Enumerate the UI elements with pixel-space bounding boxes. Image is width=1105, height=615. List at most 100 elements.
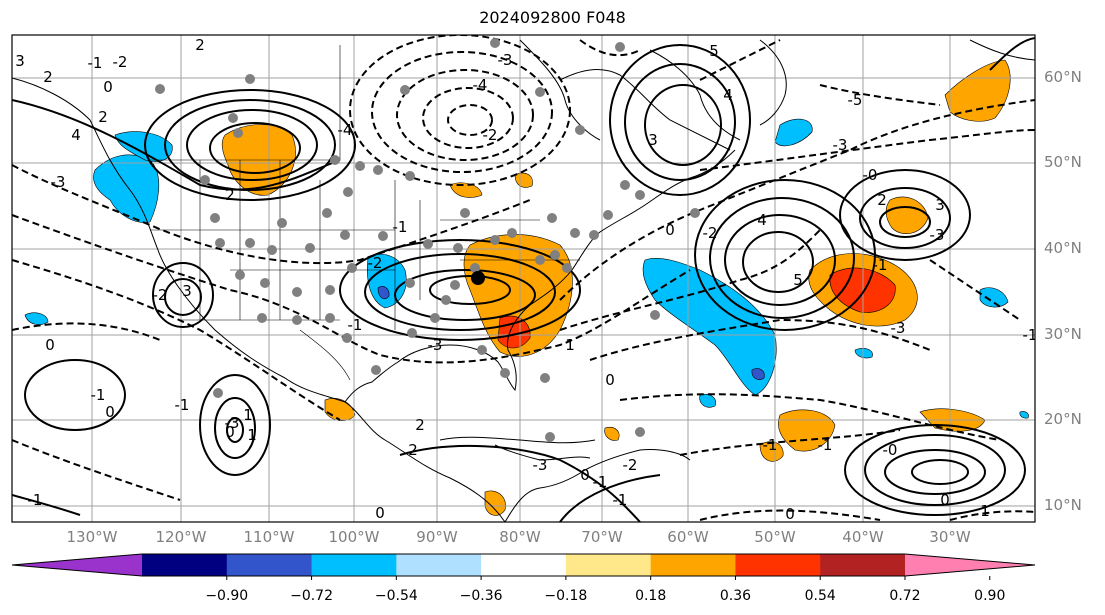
lat-tick-label: 40°N [1044,239,1082,257]
lon-tick-label: 130°W [66,528,118,546]
station-markers [155,38,700,442]
contour-label: -1 [763,436,778,454]
contour-label: -2 [113,53,128,71]
contour-label: -3 [833,136,848,154]
contour-label: 0 [665,221,675,239]
lon-tick-label: 100°W [328,528,380,546]
contour-label: -0 [883,441,898,459]
contour-label: 0 [940,491,950,509]
contour-label: -3 [51,173,66,191]
lon-tick-label: 50°W [754,528,796,546]
positive-contours [12,37,1035,522]
colorbar-segment [735,554,821,576]
contour-label: -2 [368,254,383,272]
contour-label: -1 [91,386,106,404]
colorbar-tick-label: −0.18 [544,588,588,604]
contour-label: -1 [593,473,608,491]
contour-label: 2 [415,416,425,434]
lon-tick-label: 80°W [499,528,541,546]
lon-tick-label: 60°W [667,528,709,546]
contour-label: -2 [623,456,638,474]
contour-label: 2 [877,191,887,209]
lon-tick-label: 30°W [929,528,971,546]
colorbar-outline [11,553,1036,577]
contour-label: 0 [105,403,115,421]
contour-label: -1 [175,396,190,414]
contour-label: 1 [247,426,257,444]
contour-label: -3 [428,336,443,354]
contour-label: -3 [498,51,513,69]
lon-tick-label: 110°W [243,528,295,546]
contour-label: 0 [785,505,795,523]
map-title: 2024092800 F048 [479,8,626,27]
contour-label: 5 [793,271,803,289]
lat-tick-label: 50°N [1044,153,1082,171]
map-frame [11,34,1036,523]
lat-tick-label: 10°N [1044,496,1082,514]
colorbar [11,553,1036,580]
contour-label: -5 [848,91,863,109]
colorbar-segment [311,554,397,576]
lon-tick-label: 90°W [416,528,458,546]
contour-label: -1 [1023,326,1038,344]
graticule [12,35,1035,522]
lon-tick-label: 70°W [581,528,623,546]
colorbar-extend-low [12,554,142,576]
colorbar-segment [396,554,482,576]
contour-label: -1 [818,436,833,454]
colorbar-tick-label: 0.90 [974,588,1006,604]
colorbar-tick-label: 0.54 [804,588,836,604]
contour-label: 0 [45,336,55,354]
contour-label: -1 [613,491,628,509]
center-marker [471,271,485,285]
lat-tick-label: 20°N [1044,410,1082,428]
contour-label: -1 [28,491,43,509]
contour-label: 2 [225,186,235,204]
contour-label: -4 [338,121,353,139]
contour-label: 1 [980,502,990,520]
contour-label: 3 [182,282,192,300]
contour-label: 4 [757,211,767,229]
contour-label: -1 [873,256,888,274]
contour-label: -4 [473,76,488,94]
colorbar-tick-label: −0.90 [205,588,249,604]
lat-tick-label: 30°N [1044,325,1082,343]
contour-labels: 322042-3-2-12-4543-2-3-45243-5-3-3-33-2-… [15,36,1038,523]
contour-label: 4 [71,126,81,144]
contour-label: 3 [935,196,945,214]
colorbar-segment [142,554,228,576]
contour-label: 1 [565,336,575,354]
contour-label: -3 [891,319,906,337]
contour-label: -2 [703,224,718,242]
contour-label: -1 [393,218,408,236]
contour-label: 2 [195,36,205,54]
colorbar-tick-label: −0.72 [290,588,333,604]
contour-label: -0 [863,166,878,184]
lon-tick-label: 120°W [155,528,207,546]
colorbar-segment [650,554,736,576]
contour-label: 3 [15,52,25,70]
contour-label: 0 [375,504,385,522]
contour-label: 0 [225,423,235,441]
colorbar-tick-label: 0.72 [889,588,921,604]
contour-label: -2 [153,286,168,304]
colorbar-segment [481,554,567,576]
lon-tick-label: 40°W [842,528,884,546]
contour-label: -3 [930,226,945,244]
colorbar-segment [226,554,313,576]
negative-contours [12,35,1035,521]
contour-label: -1 [88,54,103,72]
colorbar-extend-high [905,554,1035,576]
lat-tick-label: 60°N [1044,68,1082,86]
contour-label: 4 [723,86,733,104]
coastlines [12,39,1035,522]
contour-label: 1 [243,406,253,424]
colorbar-tick-label: −0.54 [374,588,418,604]
contour-label: -3 [225,414,240,432]
contour-label: 5 [709,42,719,60]
contour-label: 2 [98,108,108,126]
contour-label: 3 [648,131,658,149]
colorbar-segment [820,554,906,576]
colorbar-tick-label: 0.36 [719,588,752,604]
